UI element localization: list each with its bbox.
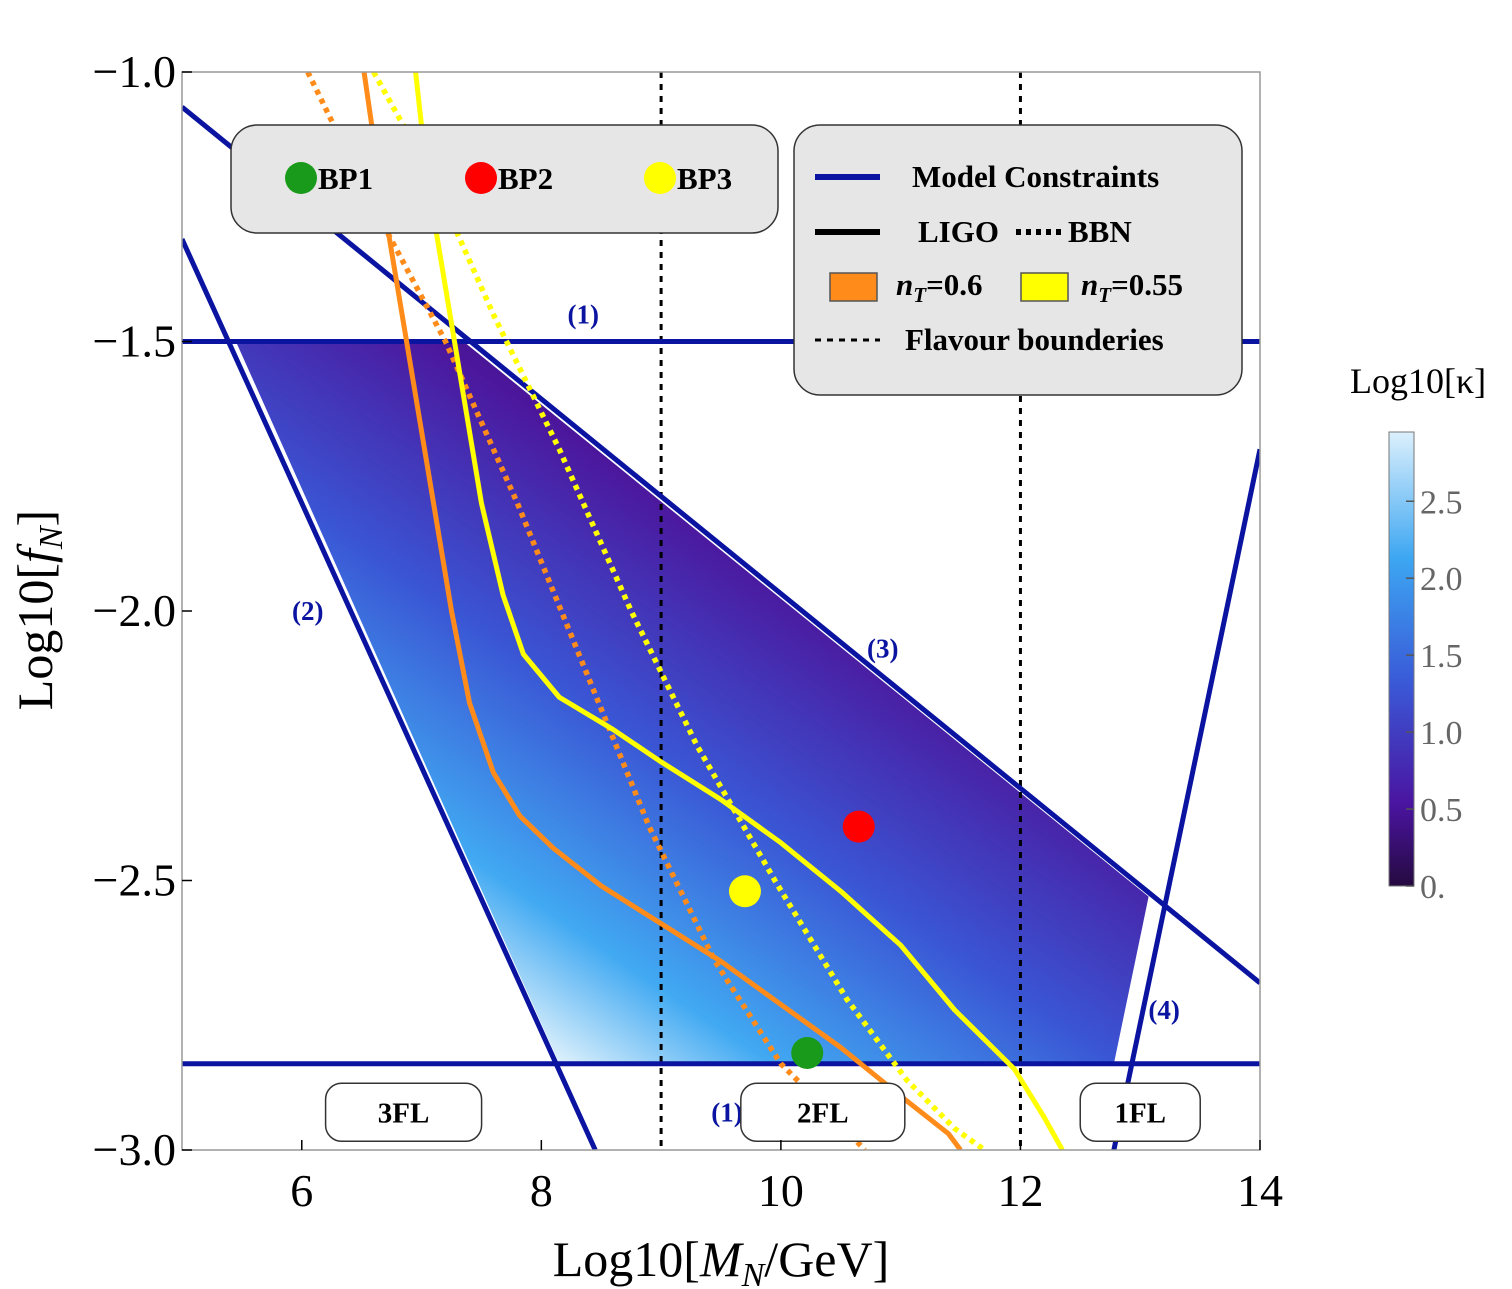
region-labels: (1) (2) (3) (4) (1) bbox=[292, 300, 1180, 1128]
flavour-box-2fl bbox=[740, 1082, 906, 1143]
allowed-region bbox=[235, 341, 1149, 1064]
colorbar-tick-label-0: 0. bbox=[1420, 869, 1446, 906]
colorbar: Log10[κ] 0. 0.5 1.0 1.5 2.0 2.5 bbox=[1350, 361, 1486, 906]
series-n-t-0-6-bbn bbox=[305, 72, 867, 1150]
x-tick-label-8: 8 bbox=[530, 1165, 553, 1216]
colorbar-tick-label-1: 0.5 bbox=[1420, 792, 1463, 829]
model-constraints bbox=[182, 105, 1260, 1150]
region-label-4: (4) bbox=[1148, 995, 1179, 1025]
legend-curves: Model Constraints LIGO BBN nT=0.6 nT=0.5… bbox=[793, 124, 1243, 396]
benchmark-points bbox=[728, 810, 875, 1069]
legend-bp1-label: BP1 bbox=[318, 161, 373, 196]
legend-benchmarks-box bbox=[230, 124, 779, 234]
legend-bp3-marker bbox=[644, 162, 676, 194]
region-label-1: (1) bbox=[568, 300, 599, 330]
region-label-3: (3) bbox=[867, 634, 898, 664]
y-tick-label-4: −3.0 bbox=[93, 1124, 176, 1175]
series-lines bbox=[305, 72, 1065, 1150]
flavour-label-2fl: 2FL bbox=[797, 1097, 849, 1129]
colorbar-tick-label-4: 2.0 bbox=[1420, 561, 1463, 598]
legend-curves-box bbox=[793, 124, 1243, 396]
x-tick-label-14: 14 bbox=[1237, 1165, 1283, 1216]
legend-bp2-marker bbox=[465, 162, 497, 194]
constraint-line-4 bbox=[182, 105, 1260, 985]
series-n-t-0-55-bbn bbox=[371, 72, 987, 1150]
y-tick-label-1: −1.5 bbox=[93, 316, 176, 367]
flavour-box-3fl bbox=[324, 1082, 483, 1143]
legend-bp1-marker bbox=[285, 162, 317, 194]
legend-nt06-label: nT=0.6 bbox=[896, 267, 983, 307]
legend-nt055-label: nT=0.55 bbox=[1081, 267, 1183, 307]
legend-ligo-label: LIGO bbox=[918, 214, 999, 249]
colorbar-title: Log10[κ] bbox=[1350, 361, 1486, 401]
legend-flavour-label: Flavour bounderies bbox=[905, 322, 1164, 357]
colorbar-ticks: 0. 0.5 1.0 1.5 2.0 2.5 bbox=[1406, 484, 1463, 906]
constraint-line-3 bbox=[182, 238, 598, 1150]
colorbar-gradient bbox=[1388, 431, 1415, 887]
flavour-box-1fl bbox=[1079, 1082, 1201, 1143]
benchmark-bp1 bbox=[791, 1036, 824, 1069]
y-tick-label-2: −2.0 bbox=[93, 585, 176, 636]
legend-benchmarks: BP1 BP2 BP3 bbox=[230, 124, 779, 234]
x-tick-label-12: 12 bbox=[997, 1165, 1043, 1216]
legend-nt055-swatch bbox=[1020, 272, 1069, 302]
flavour-labels: 3FL 2FL 1FL bbox=[324, 1082, 1201, 1143]
y-axis-title: Log10[fN] bbox=[7, 510, 70, 710]
legend-bp2-label: BP2 bbox=[498, 161, 553, 196]
legend-model-constraints-label: Model Constraints bbox=[912, 159, 1159, 194]
x-tick-label-6: 6 bbox=[290, 1165, 313, 1216]
benchmark-bp3 bbox=[728, 875, 761, 908]
legend-bbn-label: BBN bbox=[1068, 214, 1132, 249]
x-axis-title: Log10[MN/GeV] bbox=[553, 1231, 890, 1289]
y-tick-label-0: −1.0 bbox=[93, 46, 176, 97]
x-axis: 6 8 10 12 14 bbox=[290, 1140, 1283, 1216]
region-label-5: (1) bbox=[711, 1097, 742, 1127]
flavour-label-1fl: 1FL bbox=[1114, 1097, 1166, 1129]
series-n-t-0-6-ligo bbox=[361, 72, 963, 1150]
benchmark-bp2 bbox=[842, 810, 875, 843]
x-tick-label-10: 10 bbox=[758, 1165, 804, 1216]
y-axis: −1.0 −1.5 −2.0 −2.5 −3.0 bbox=[93, 46, 192, 1175]
colorbar-tick-label-3: 1.5 bbox=[1420, 638, 1463, 675]
colorbar-tick-label-5: 2.5 bbox=[1420, 484, 1463, 521]
series-n-t-0-55-ligo bbox=[413, 72, 1065, 1150]
region-label-2: (2) bbox=[292, 596, 323, 626]
legend-nt06-swatch bbox=[829, 272, 878, 302]
colorbar-tick-label-2: 1.0 bbox=[1420, 715, 1463, 752]
y-tick-label-3: −2.5 bbox=[93, 855, 176, 906]
constraint-line-5 bbox=[1111, 448, 1260, 1150]
flavour-label-3fl: 3FL bbox=[378, 1097, 430, 1129]
legend-bp3-label: BP3 bbox=[677, 161, 732, 196]
